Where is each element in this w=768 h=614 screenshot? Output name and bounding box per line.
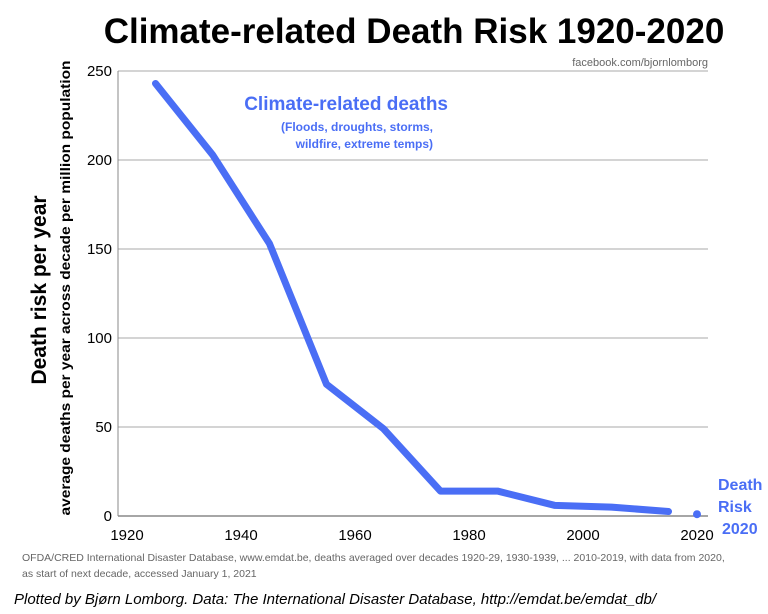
annotation-line: 2020: [722, 521, 758, 538]
credit: Plotted by Bjørn Lomborg. Data: The Inte…: [14, 591, 658, 608]
y-axis-label: Death risk per year: [28, 195, 51, 384]
y-tick-labels: 0 50 100 150 200 250: [87, 63, 112, 525]
x-tick-label: 2000: [566, 527, 599, 544]
series-line: [152, 79, 672, 516]
watermark: facebook.com/bjornlomborg: [572, 57, 708, 69]
series-sublabel-line: (Floods, droughts, storms,: [281, 120, 433, 134]
source-note-line: as start of next decade, accessed Januar…: [22, 568, 257, 580]
x-tick-label: 2020: [680, 527, 713, 544]
y-tick-label: 200: [87, 152, 112, 169]
y-tick-label: 250: [87, 63, 112, 80]
x-tick-label: 1960: [338, 527, 371, 544]
x-tick-label: 1980: [452, 527, 485, 544]
chart-title: Climate-related Death Risk 1920-2020: [104, 12, 725, 51]
series-label: Climate-related deaths: [244, 94, 448, 115]
series-sublabel-line: wildfire, extreme temps): [295, 137, 433, 151]
annotation-line: Death: [718, 477, 762, 494]
annotation-line: Risk: [718, 499, 752, 516]
x-tick-label: 1920: [110, 527, 143, 544]
source-note-line: OFDA/CRED International Disaster Databas…: [22, 552, 725, 564]
y-tick-label: 100: [87, 330, 112, 347]
death-risk-2020-point: [693, 510, 701, 519]
y-tick-label: 150: [87, 241, 112, 258]
x-tick-labels: 1920 1940 1960 1980 2000 2020: [110, 527, 713, 544]
y-tick-label: 50: [95, 419, 112, 436]
y-axis-sublabel: average deaths per year across decade pe…: [58, 60, 73, 515]
x-tick-label: 1940: [224, 527, 257, 544]
y-tick-label: 0: [104, 508, 112, 525]
